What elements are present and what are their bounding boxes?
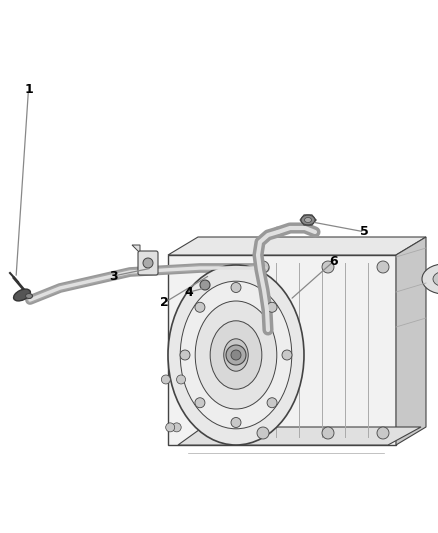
Circle shape — [195, 302, 205, 312]
Circle shape — [322, 427, 334, 439]
Text: 6: 6 — [329, 255, 338, 268]
Text: 3: 3 — [109, 270, 117, 282]
Ellipse shape — [14, 289, 30, 301]
FancyBboxPatch shape — [138, 251, 158, 275]
Ellipse shape — [422, 264, 438, 294]
Polygon shape — [168, 237, 426, 255]
Circle shape — [200, 280, 210, 290]
Circle shape — [377, 261, 389, 273]
Circle shape — [322, 261, 334, 273]
Circle shape — [377, 427, 389, 439]
Ellipse shape — [25, 294, 32, 298]
Circle shape — [231, 417, 241, 427]
Circle shape — [267, 398, 277, 408]
Text: 2: 2 — [160, 296, 169, 309]
Ellipse shape — [433, 271, 438, 287]
Polygon shape — [178, 427, 421, 445]
Circle shape — [195, 398, 205, 408]
Circle shape — [226, 345, 246, 365]
Text: 4: 4 — [185, 286, 194, 298]
Circle shape — [161, 375, 170, 384]
Polygon shape — [132, 245, 140, 253]
Ellipse shape — [301, 215, 315, 225]
Circle shape — [166, 423, 175, 432]
Ellipse shape — [304, 217, 311, 222]
Circle shape — [177, 375, 186, 384]
Circle shape — [282, 350, 292, 360]
Circle shape — [231, 350, 241, 360]
Circle shape — [143, 258, 153, 268]
Ellipse shape — [210, 321, 262, 389]
Ellipse shape — [168, 265, 304, 445]
Ellipse shape — [195, 301, 277, 409]
Text: 5: 5 — [360, 225, 369, 238]
Circle shape — [267, 302, 277, 312]
Circle shape — [257, 261, 269, 273]
Circle shape — [180, 350, 190, 360]
Circle shape — [231, 282, 241, 293]
Polygon shape — [396, 237, 426, 445]
Circle shape — [257, 427, 269, 439]
Ellipse shape — [180, 281, 292, 429]
Text: 1: 1 — [24, 83, 33, 96]
Circle shape — [172, 423, 181, 432]
FancyBboxPatch shape — [168, 255, 396, 445]
Ellipse shape — [224, 339, 248, 371]
